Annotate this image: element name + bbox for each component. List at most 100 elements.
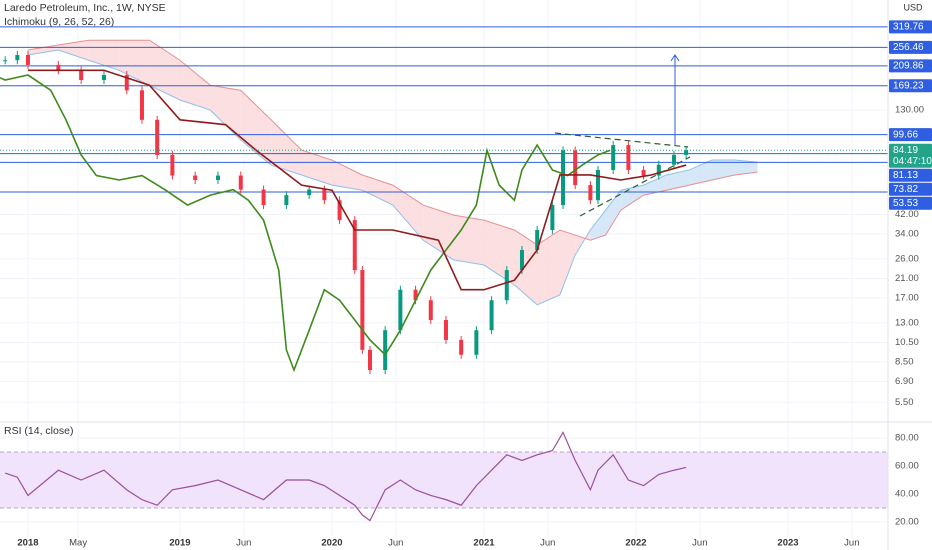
candle (459, 339, 464, 355)
price-label: 256.46 (893, 42, 924, 53)
candle (155, 119, 160, 155)
candle (656, 164, 661, 176)
price-label: 81.13 (893, 170, 918, 181)
y-tick-label: 13.00 (895, 317, 919, 328)
candle (428, 300, 433, 321)
y-tick-label: 34.00 (895, 229, 919, 240)
cloud-segment (559, 230, 576, 295)
cloud-segment (689, 160, 712, 186)
candle (443, 320, 448, 340)
cloud-segment (301, 150, 332, 186)
candle (367, 349, 372, 371)
rsi-pane (0, 431, 888, 522)
cloud-segment (537, 230, 560, 305)
axis-layer: 2018 May 2019 Jun 2020 Jun 2021 Jun 2022 Jun 2023 J… (17, 20, 932, 549)
cloud-edge (27, 49, 758, 306)
cloud-segment (514, 230, 538, 305)
candle (15, 54, 20, 61)
candle (261, 189, 266, 206)
rsi-tick-label: 80.00 (895, 433, 919, 444)
candle (550, 205, 555, 231)
x-tick-label: Jun (540, 538, 555, 549)
price-label-box (889, 40, 932, 54)
cloud-segment (210, 85, 241, 141)
candle (626, 145, 631, 170)
cloud-edge (27, 39, 758, 246)
price-label: 319.76 (893, 22, 924, 33)
candle (124, 75, 129, 91)
x-tick-label: 2019 (169, 538, 190, 549)
candle (611, 145, 616, 170)
price-label-box (889, 59, 932, 73)
price-label-box (889, 79, 932, 93)
cloud-segment (240, 90, 272, 166)
cloud-segment (666, 169, 690, 191)
candle (139, 90, 144, 120)
cloud-segment (392, 185, 424, 241)
x-tick-label: 2022 (625, 538, 646, 549)
cloud-segment (453, 215, 484, 266)
candle (337, 200, 342, 221)
candle (352, 220, 357, 271)
cloud-segment (423, 205, 454, 260)
x-tick-label: Jun (236, 538, 251, 549)
countdown: 04:47:10 (893, 156, 932, 167)
candle (504, 270, 509, 301)
candle (322, 189, 327, 201)
candle (383, 330, 388, 371)
x-tick-label: Jun (388, 538, 403, 549)
candle (671, 154, 676, 165)
cloud-segment (590, 210, 606, 241)
cloud-segment (58, 40, 89, 61)
candle (238, 175, 243, 190)
candle (25, 54, 30, 65)
candle (101, 75, 106, 81)
candle (588, 185, 593, 201)
cloud-segment (734, 160, 758, 175)
cloud-segment (711, 160, 735, 180)
candle (535, 230, 540, 250)
trend-line (579, 156, 691, 217)
candle (56, 64, 61, 71)
price-label: 209.86 (893, 60, 924, 71)
candle (79, 70, 84, 81)
price-label: 84.19 (893, 145, 918, 156)
y-tick-label: 17.00 (895, 293, 919, 304)
x-tick-label: 2023 (777, 538, 798, 549)
drawings (554, 54, 691, 217)
y-tick-label: 8.50 (895, 357, 914, 368)
candle (398, 289, 403, 331)
cloud-segment (179, 60, 211, 111)
y-tick-label: 42.00 (895, 209, 919, 220)
candle (561, 150, 566, 206)
candle (170, 154, 175, 176)
cloud-segment (362, 174, 393, 206)
y-tick-label: 130.00 (895, 105, 924, 116)
candle (360, 270, 365, 350)
currency: USD (903, 2, 923, 12)
y-tick-label: 6.90 (895, 376, 914, 387)
y-tick-label: 5.50 (895, 397, 914, 408)
x-tick-label: May (69, 538, 87, 549)
price-label-box (889, 196, 932, 210)
cloud-segment (643, 174, 667, 196)
rsi-tick-label: 40.00 (895, 489, 919, 500)
candle (641, 169, 646, 176)
arrow-head (670, 54, 680, 62)
rsi-tick-label: 20.00 (895, 517, 919, 528)
indicator-title: Ichimoku (9, 26, 52, 26) (4, 16, 114, 28)
price-label-box (889, 182, 932, 196)
candle (193, 175, 198, 180)
price-label-box (889, 20, 932, 34)
price-label: 53.53 (893, 198, 918, 209)
candle (3, 60, 8, 62)
x-tick-label: 2020 (321, 538, 342, 549)
trend-line (554, 132, 689, 148)
price-label: 169.23 (893, 80, 924, 91)
x-tick-label: 2018 (17, 538, 38, 549)
x-tick-label: Jun (692, 538, 707, 549)
indicator-line (27, 69, 687, 291)
price-label: 73.82 (893, 184, 918, 195)
y-tick-label: 26.00 (895, 253, 919, 264)
